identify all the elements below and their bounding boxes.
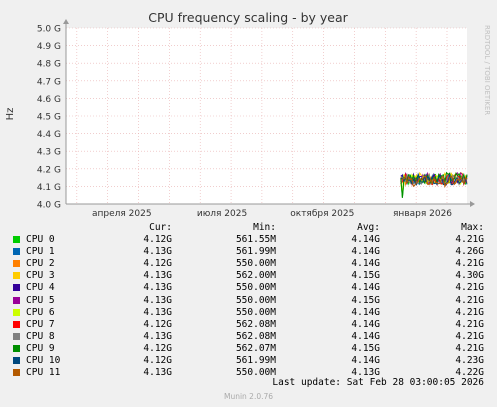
y-tick-label: 4.2 G: [37, 165, 61, 175]
y-tick-label: 4.6 G: [37, 95, 61, 105]
x-axis-arrow: [470, 201, 475, 207]
series-layer: [400, 171, 468, 198]
series-line-cpu-11: [400, 175, 468, 189]
chart-title: CPU frequency scaling - by year: [148, 10, 348, 25]
y-tick-label: 4.8 G: [37, 60, 61, 70]
x-tick-label: июля 2025: [197, 209, 247, 219]
y-axis-label: Hz: [5, 108, 16, 121]
x-tick-label: января 2026: [393, 209, 452, 219]
y-tick-label: 4.0 G: [37, 201, 61, 211]
grid: [66, 27, 467, 204]
rrdtool-watermark: RRDTOOL / TOBI OETIKER: [483, 25, 491, 115]
y-tick-label: 4.9 G: [37, 42, 61, 52]
y-axis-arrow: [63, 19, 69, 24]
y-tick-label: 4.4 G: [37, 130, 61, 140]
y-tick-labels: 4.0 G 4.1 G 4.2 G 4.3 G 4.4 G 4.5 G 4.6 G 4.7 G…: [37, 25, 61, 211]
y-tick-label: 5.0 G: [37, 25, 61, 35]
x-tick-labels: апреля 2025 июля 2025 октября 2025 января 2…: [92, 209, 452, 219]
x-tick-label: октября 2025: [290, 209, 354, 219]
y-tick-label: 4.7 G: [37, 77, 61, 87]
series-line-cpu-10: [400, 172, 468, 186]
axes: [63, 19, 475, 207]
y-tick-label: 4.5 G: [37, 113, 61, 123]
y-tick-label: 4.3 G: [37, 148, 61, 158]
y-tick-label: 4.1 G: [37, 183, 61, 193]
x-tick-label: апреля 2025: [92, 209, 152, 219]
